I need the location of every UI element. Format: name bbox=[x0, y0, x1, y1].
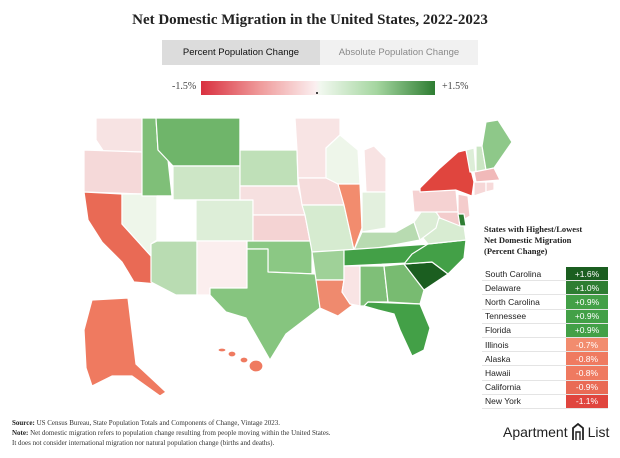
ranking-value: +1.6% bbox=[566, 267, 608, 281]
tab-percent-change[interactable]: Percent Population Change bbox=[162, 40, 320, 65]
state-ME[interactable] bbox=[481, 119, 513, 171]
ranking-value: +0.9% bbox=[566, 323, 608, 337]
legend-max-label: +1.5% bbox=[442, 81, 469, 92]
state-WA[interactable] bbox=[95, 117, 143, 153]
footnote: Source: US Census Bureau, State Populati… bbox=[12, 418, 462, 448]
ranking-row: Florida +0.9% bbox=[482, 323, 608, 338]
ranking-value: +0.9% bbox=[566, 295, 608, 309]
ranking-row: Delaware +1.0% bbox=[482, 281, 608, 296]
ranking-state-name: California bbox=[485, 382, 521, 393]
ranking-state-name: Alaska bbox=[485, 353, 511, 364]
ranking-row: Hawaii -0.8% bbox=[482, 366, 608, 381]
state-NY[interactable] bbox=[419, 149, 475, 197]
state-NM[interactable] bbox=[196, 240, 248, 296]
state-MA[interactable] bbox=[473, 167, 501, 183]
note-text-2: It does not consider international migra… bbox=[12, 439, 275, 447]
tab-absolute-change[interactable]: Absolute Population Change bbox=[320, 40, 478, 65]
state-OR[interactable] bbox=[83, 149, 143, 195]
state-KS[interactable] bbox=[252, 214, 311, 242]
state-DE[interactable] bbox=[457, 213, 467, 227]
brand-logo: Apartment List bbox=[503, 423, 609, 441]
ranking-state-name: Illinois bbox=[485, 339, 509, 350]
state-UT[interactable] bbox=[156, 195, 197, 242]
source-text: US Census Bureau, State Population Total… bbox=[36, 419, 280, 427]
state-GA[interactable] bbox=[383, 263, 425, 305]
state-ND[interactable] bbox=[239, 117, 298, 151]
legend-color-scale bbox=[201, 81, 435, 95]
state-AZ[interactable] bbox=[150, 240, 198, 296]
ranking-value: -0.9% bbox=[566, 380, 608, 394]
ranking-row: North Carolina +0.9% bbox=[482, 295, 608, 310]
ranking-row: New York -1.1% bbox=[482, 394, 608, 409]
state-AL[interactable] bbox=[359, 265, 389, 307]
legend-min-label: -1.5% bbox=[172, 81, 197, 92]
ranking-table-title: States with Highest/Lowest Net Domestic … bbox=[484, 224, 583, 256]
ranking-state-name: Delaware bbox=[485, 282, 521, 293]
ranking-state-name: Florida bbox=[485, 325, 511, 336]
ranking-value: -0.8% bbox=[566, 366, 608, 380]
state-CO[interactable] bbox=[195, 199, 254, 242]
ranking-value: -1.1% bbox=[566, 394, 608, 408]
state-WY[interactable] bbox=[172, 165, 241, 201]
ranking-state-name: Tennessee bbox=[485, 311, 527, 322]
ranking-value: -0.7% bbox=[566, 337, 608, 352]
state-FL[interactable] bbox=[363, 301, 431, 357]
ranking-table: South Carolina +1.6% Delaware +1.0% North Ca… bbox=[482, 267, 608, 409]
brand-word-2: List bbox=[587, 424, 610, 440]
ranking-value: +0.9% bbox=[566, 309, 608, 323]
ranking-state-name: Hawaii bbox=[485, 367, 511, 378]
building-icon bbox=[571, 423, 584, 440]
ranking-value: -0.8% bbox=[566, 352, 608, 366]
state-IL[interactable] bbox=[337, 183, 363, 251]
ranking-row: South Carolina +1.6% bbox=[482, 267, 608, 282]
state-MT[interactable] bbox=[155, 117, 241, 167]
state-SD[interactable] bbox=[239, 149, 299, 187]
state-AR[interactable] bbox=[311, 249, 345, 281]
state-NC[interactable] bbox=[403, 239, 467, 275]
state-PA[interactable] bbox=[411, 189, 459, 213]
state-CT[interactable] bbox=[473, 181, 487, 197]
state-RI[interactable] bbox=[485, 181, 495, 193]
note-text: Net domestic migration refers to populat… bbox=[30, 429, 331, 437]
ranking-row: Illinois -0.7% bbox=[482, 337, 608, 353]
state-MI[interactable] bbox=[363, 145, 387, 193]
map-title: Net Domestic Migration in the United Sta… bbox=[132, 12, 488, 28]
ranking-row: California -0.9% bbox=[482, 380, 608, 395]
ranking-state-name: New York bbox=[485, 396, 521, 407]
view-tabs: Percent Population Change Absolute Popul… bbox=[162, 40, 478, 65]
ranking-state-name: North Carolina bbox=[485, 296, 540, 307]
legend-midpoint-marker bbox=[316, 92, 318, 94]
ranking-state-name: South Carolina bbox=[485, 268, 542, 279]
ranking-row: Tennessee +0.9% bbox=[482, 309, 608, 324]
state-IN[interactable] bbox=[361, 191, 387, 233]
ranking-value: +1.0% bbox=[566, 281, 608, 295]
state-TX[interactable] bbox=[209, 248, 321, 361]
brand-word-1: Apartment bbox=[503, 424, 568, 440]
ranking-row: Alaska -0.8% bbox=[482, 352, 608, 367]
state-AK[interactable] bbox=[83, 297, 167, 397]
state-HI[interactable] bbox=[217, 347, 264, 373]
